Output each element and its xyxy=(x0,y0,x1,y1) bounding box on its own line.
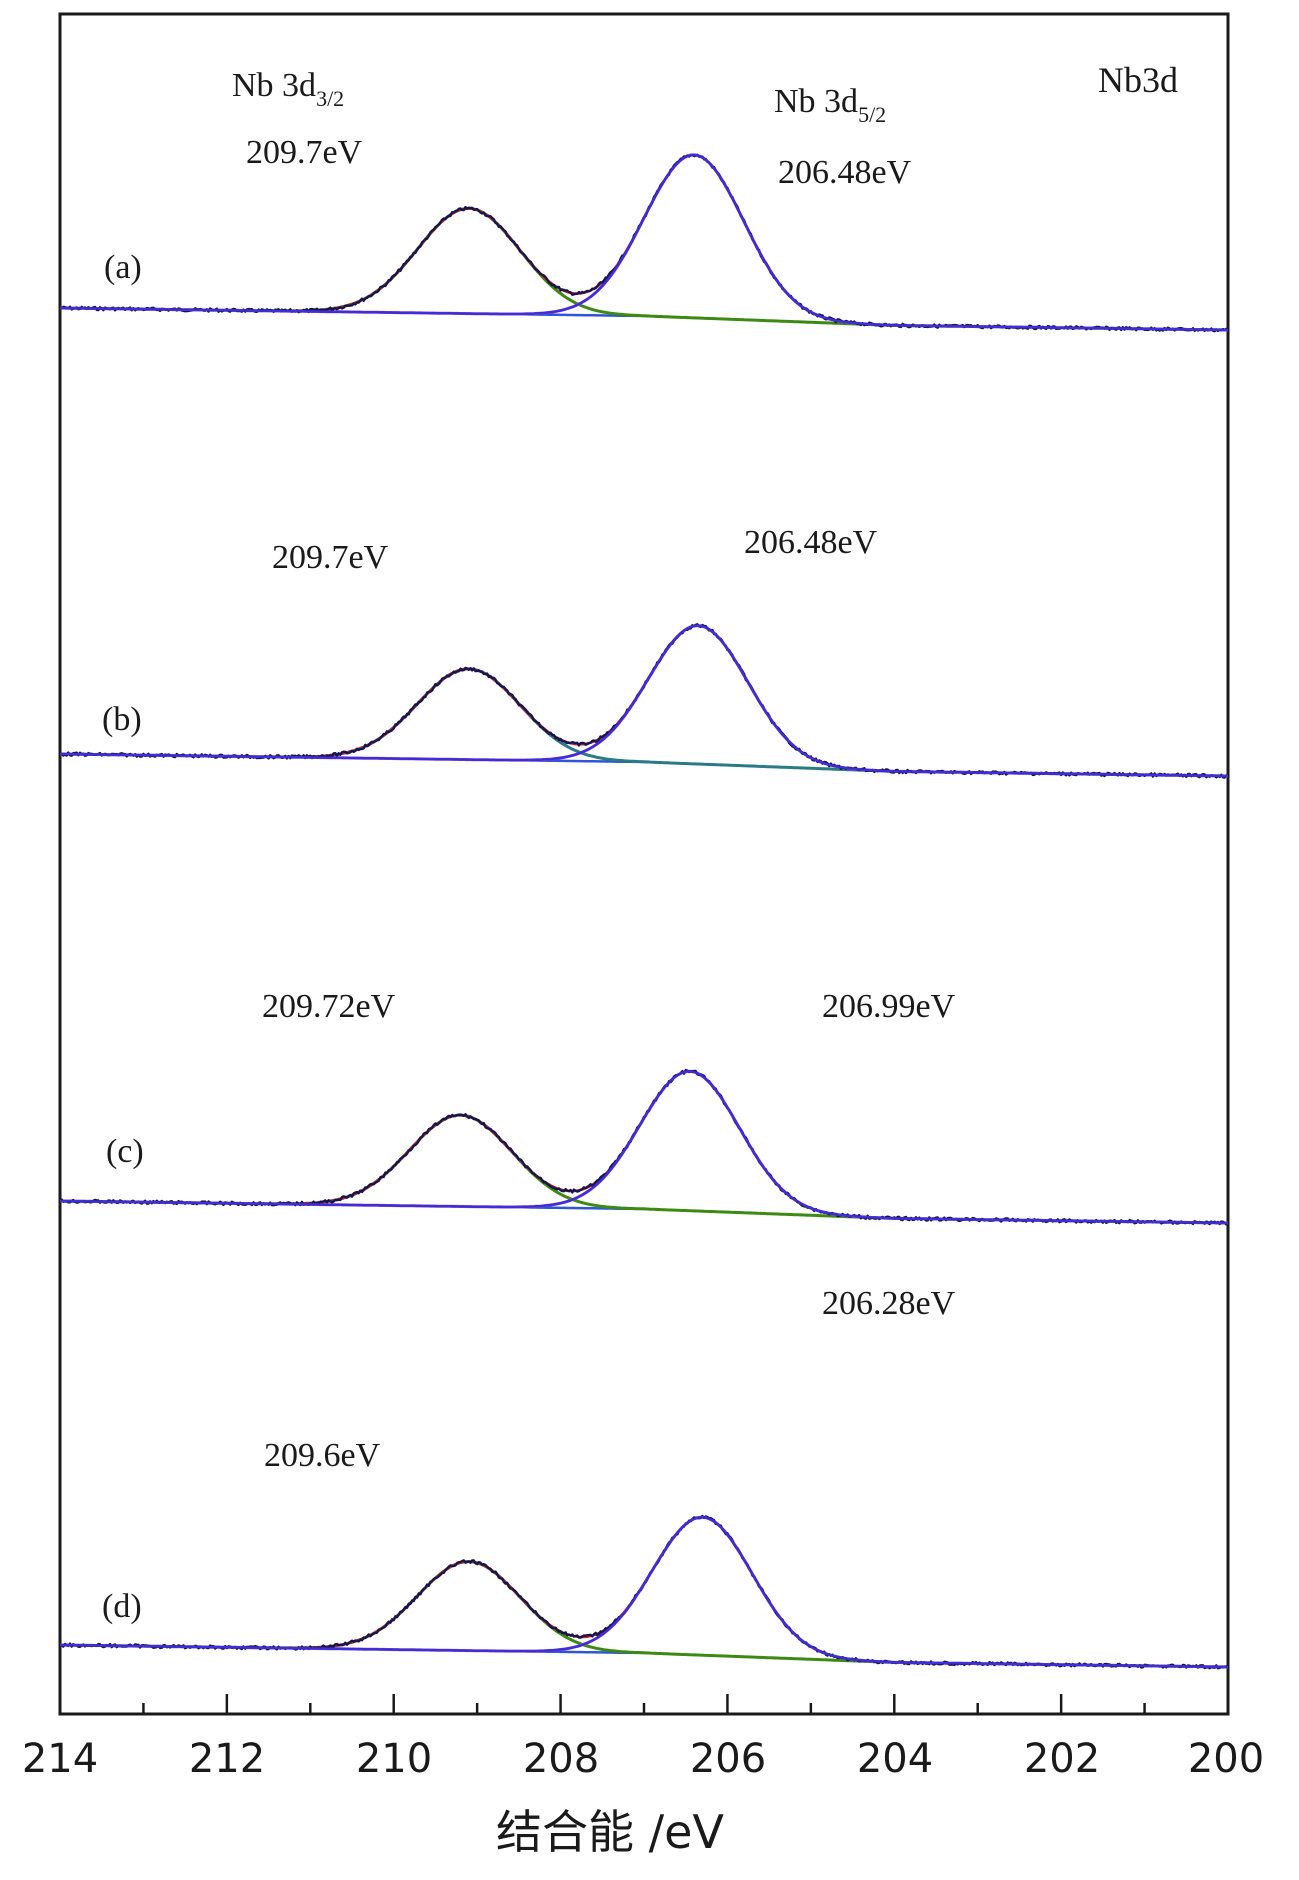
experimental-spectrum xyxy=(59,1514,1229,1670)
envelope-fit xyxy=(60,624,1228,778)
peak-annotation: 206.99eV xyxy=(822,988,956,1025)
peak-annotation: 209.6eV xyxy=(264,1437,381,1474)
x-tick-label: 200 xyxy=(1188,1736,1264,1782)
peak-3d52-fit xyxy=(60,1515,1228,1669)
x-tick-label: 210 xyxy=(356,1736,432,1782)
envelope-fit xyxy=(60,1515,1228,1669)
peak-annotation: 206.28eV xyxy=(822,1285,956,1322)
peak-label-3d52-sub: 5/2 xyxy=(858,102,886,127)
x-tick-label: 208 xyxy=(523,1736,599,1782)
x-tick-label: 214 xyxy=(22,1736,98,1782)
peak-label-3d32-main: Nb 3d xyxy=(232,67,316,104)
x-axis-ticks xyxy=(58,1694,1230,1714)
plot-frame xyxy=(58,12,1230,1716)
peak-annotation: 209.7eV xyxy=(272,539,389,576)
envelope-fit xyxy=(60,153,1228,332)
experimental-spectrum xyxy=(59,623,1229,779)
x-tick-label: 202 xyxy=(1024,1736,1100,1782)
peak-label-3d32-sub: 3/2 xyxy=(316,86,344,111)
peak-annotation: 209.72eV xyxy=(262,988,396,1025)
element-label: Nb3d xyxy=(1098,60,1178,100)
x-tick-label: 206 xyxy=(690,1736,766,1782)
peak-3d52-fit xyxy=(60,153,1228,332)
peak-3d52-fit xyxy=(60,624,1228,778)
peak-annotation: 206.48eV xyxy=(778,154,912,191)
panel-label-c: (c) xyxy=(106,1133,144,1170)
panel-label-a: (a) xyxy=(104,249,142,286)
panel-label-d: (d) xyxy=(102,1588,142,1625)
peak-3d52-component xyxy=(60,1070,1228,1225)
peak-3d52-fit xyxy=(60,1069,1228,1225)
experimental-spectrum xyxy=(59,153,1229,333)
peak-3d52-component xyxy=(60,1515,1228,1669)
x-axis-title: 结合能 /eV xyxy=(496,1805,724,1859)
envelope-fit xyxy=(60,1070,1228,1225)
peak-3d32-fit xyxy=(60,1113,1228,1225)
peak-3d52-component xyxy=(60,624,1228,778)
peak-annotation: 209.7eV xyxy=(246,134,363,171)
experimental-spectrum xyxy=(59,1068,1229,1226)
peak-3d32-fit xyxy=(60,1560,1228,1669)
spectra-layer xyxy=(59,153,1229,1670)
peak-label-3d32: Nb 3d3/2 xyxy=(232,67,344,111)
peak-label-3d52-main: Nb 3d xyxy=(774,83,858,120)
x-tick-label: 204 xyxy=(857,1736,933,1782)
peak-annotation: 206.48eV xyxy=(744,524,878,561)
x-tick-label: 212 xyxy=(189,1736,265,1782)
panel-label-b: (b) xyxy=(102,701,142,738)
peak-3d52-component xyxy=(60,153,1228,332)
peak-label-3d52: Nb 3d5/2 xyxy=(774,83,886,127)
